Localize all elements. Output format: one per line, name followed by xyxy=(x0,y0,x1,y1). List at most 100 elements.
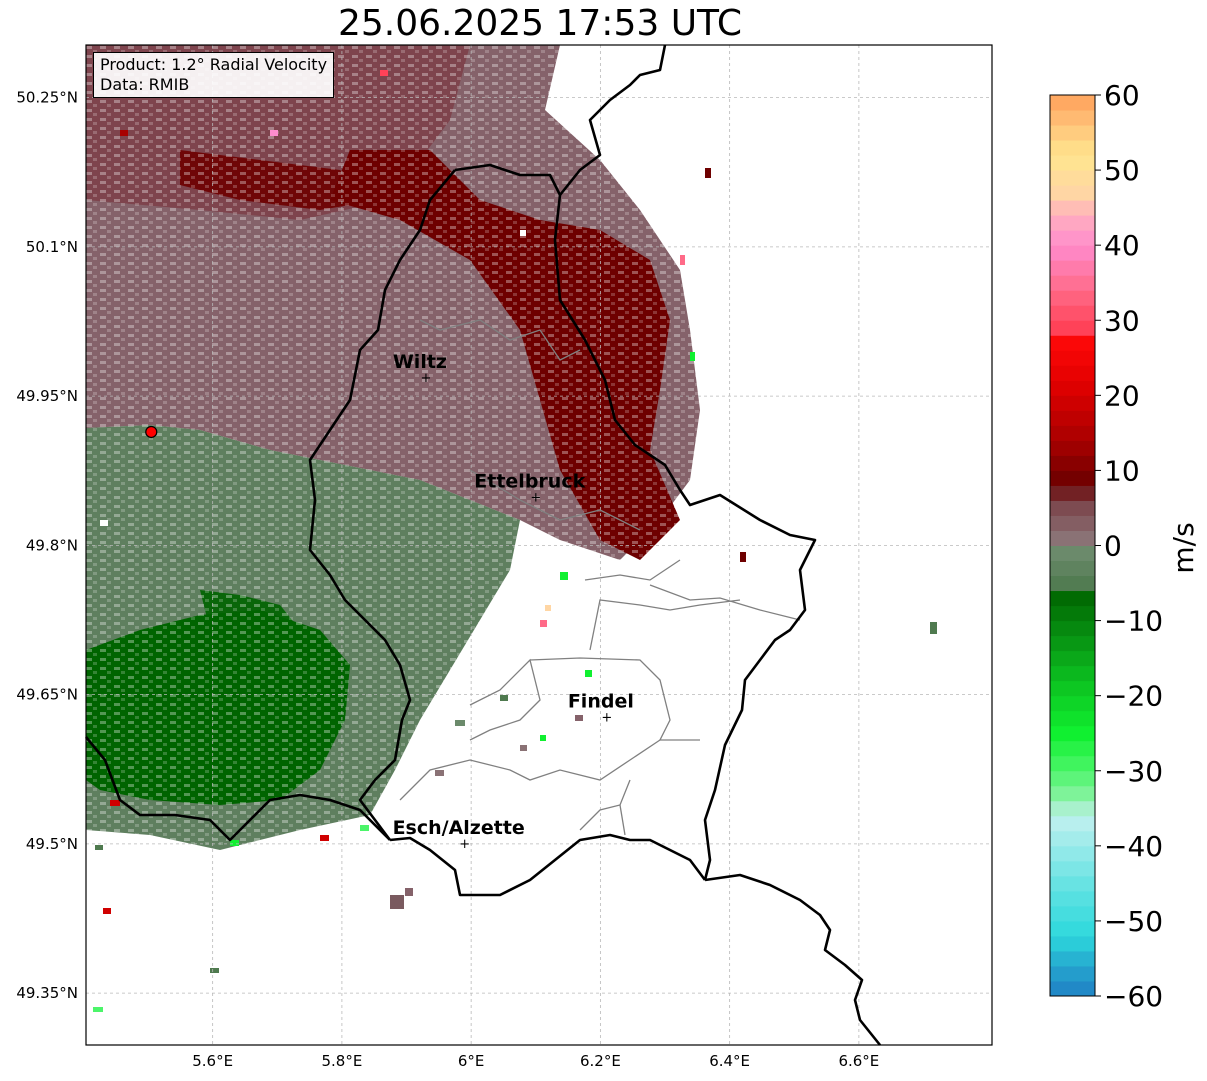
colorbar-tick-label: −20 xyxy=(1104,680,1163,713)
colorbar-band xyxy=(1050,95,1095,111)
colorbar-band xyxy=(1050,755,1095,772)
longitude-tick-label: 6.6°E xyxy=(838,1052,879,1070)
colorbar-unit-label: m/s xyxy=(1167,522,1200,573)
colorbar-tick-label: 10 xyxy=(1104,454,1140,487)
colorbar-tick-label: −60 xyxy=(1104,980,1163,1013)
colorbar-tick-label: 0 xyxy=(1104,530,1122,563)
colorbar-band xyxy=(1050,710,1095,727)
latitude-tick-label: 50.1°N xyxy=(26,238,78,256)
colorbar-tick-label: 40 xyxy=(1104,229,1140,262)
colorbar-band xyxy=(1050,680,1095,697)
colorbar-band xyxy=(1050,695,1095,712)
internal-boundaries xyxy=(399,319,801,836)
colorbar-band xyxy=(1050,500,1095,516)
map-title: 25.06.2025 17:53 UTC xyxy=(337,3,743,44)
city-marker: + xyxy=(601,711,612,726)
latitude-tick-label: 49.8°N xyxy=(26,536,78,554)
colorbar-band xyxy=(1050,170,1095,186)
colorbar-band xyxy=(1050,845,1095,862)
data-source-label: Data: RMIB xyxy=(100,75,190,94)
colorbar-band xyxy=(1050,515,1095,531)
country-borders xyxy=(84,44,882,1046)
colorbar-band xyxy=(1050,620,1095,637)
city-marker: + xyxy=(420,371,431,386)
colorbar-tick-label: 20 xyxy=(1104,379,1140,412)
colorbar-band xyxy=(1050,425,1095,441)
product-info-box: Product: 1.2° Radial Velocity Data: RMIB xyxy=(93,52,335,98)
longitude-tick-label: 6°E xyxy=(458,1052,485,1070)
colorbar-tick-label: −10 xyxy=(1104,605,1163,638)
city-label: Wiltz xyxy=(393,351,447,373)
axis-tick-labels: 5.6°E 5.8°E 6°E 6.2°E 6.4°E 6.6°E 50.25°N 50.1°… xyxy=(16,89,879,1070)
colorbar-band xyxy=(1050,650,1095,667)
latitude-tick-label: 49.95°N xyxy=(16,387,78,405)
radar-echo-layer xyxy=(86,45,937,1012)
city-marker: + xyxy=(459,837,470,852)
colorbar-bands xyxy=(1050,95,1095,997)
colorbar-band xyxy=(1050,815,1095,832)
colorbar-band xyxy=(1050,440,1095,456)
colorbar-band xyxy=(1050,395,1095,411)
colorbar-band xyxy=(1050,875,1095,892)
colorbar-band xyxy=(1050,665,1095,682)
colorbar-band xyxy=(1050,545,1095,562)
city-marker: + xyxy=(530,491,541,506)
colorbar-band xyxy=(1050,470,1095,486)
city-label: Findel xyxy=(568,691,634,713)
colorbar-band xyxy=(1050,185,1095,201)
colorbar-band xyxy=(1050,725,1095,742)
colorbar-band xyxy=(1050,920,1095,937)
colorbar-band xyxy=(1050,275,1095,291)
colorbar-band xyxy=(1050,140,1095,156)
colorbar-tick-label: 60 xyxy=(1104,80,1140,112)
colorbar-band xyxy=(1050,110,1095,126)
colorbar-band xyxy=(1050,935,1095,952)
colorbar-band xyxy=(1050,245,1095,261)
radar-site-marker xyxy=(145,425,158,439)
colorbar-band xyxy=(1050,980,1095,997)
colorbar-band xyxy=(1050,290,1095,306)
colorbar-band xyxy=(1050,455,1095,471)
colorbar-band xyxy=(1050,905,1095,922)
latitude-tick-label: 50.25°N xyxy=(16,89,78,107)
colorbar-tick-label: −50 xyxy=(1104,905,1163,938)
longitude-tick-label: 6.4°E xyxy=(709,1052,750,1070)
colorbar-band xyxy=(1050,800,1095,817)
colorbar-band xyxy=(1050,860,1095,877)
colorbar-band xyxy=(1050,410,1095,426)
colorbar-band xyxy=(1050,365,1095,381)
colorbar-ticks: 60 50 40 30 20 10 0 −10 −20 −30 −40 −50 −60 xyxy=(1095,80,1163,1013)
colorbar-band xyxy=(1050,590,1095,607)
city-markers: +Wiltz+Ettelbruck+Findel+Esch/Alzette xyxy=(393,351,634,852)
colorbar-tick-label: 50 xyxy=(1104,154,1140,187)
colorbar-band xyxy=(1050,350,1095,366)
colorbar-band xyxy=(1050,260,1095,276)
colorbar-tick-label: −30 xyxy=(1104,755,1163,788)
map-frame xyxy=(85,44,993,1046)
colorbar-band xyxy=(1050,575,1095,592)
latitude-tick-label: 49.35°N xyxy=(16,984,78,1002)
longitude-tick-label: 5.6°E xyxy=(192,1052,233,1070)
colorbar-band xyxy=(1050,125,1095,141)
colorbar-band xyxy=(1050,530,1095,546)
colorbar-band xyxy=(1050,215,1095,231)
colorbar-band xyxy=(1050,950,1095,967)
colorbar-band xyxy=(1050,740,1095,757)
colorbar-band xyxy=(1050,335,1095,351)
colorbar-band xyxy=(1050,380,1095,396)
city-label: Esch/Alzette xyxy=(393,817,525,839)
colorbar-band xyxy=(1050,155,1095,171)
product-label: Product: 1.2° Radial Velocity xyxy=(100,55,328,74)
latitude-tick-label: 49.5°N xyxy=(26,835,78,853)
colorbar-tick-label: −40 xyxy=(1104,830,1163,863)
colorbar-band xyxy=(1050,200,1095,216)
velocity-colorbar: 60 50 40 30 20 10 0 −10 −20 −30 −40 −50 −60 m/s xyxy=(1049,80,1200,1013)
colorbar-band xyxy=(1050,890,1095,907)
colorbar-band xyxy=(1050,320,1095,336)
colorbar-band xyxy=(1050,785,1095,802)
colorbar-band xyxy=(1050,830,1095,847)
radar-map: +Wiltz+Ettelbruck+Findel+Esch/Alzette 5.… xyxy=(16,44,993,1070)
colorbar-band xyxy=(1050,605,1095,622)
colorbar-band xyxy=(1050,635,1095,652)
longitude-tick-label: 6.2°E xyxy=(580,1052,621,1070)
